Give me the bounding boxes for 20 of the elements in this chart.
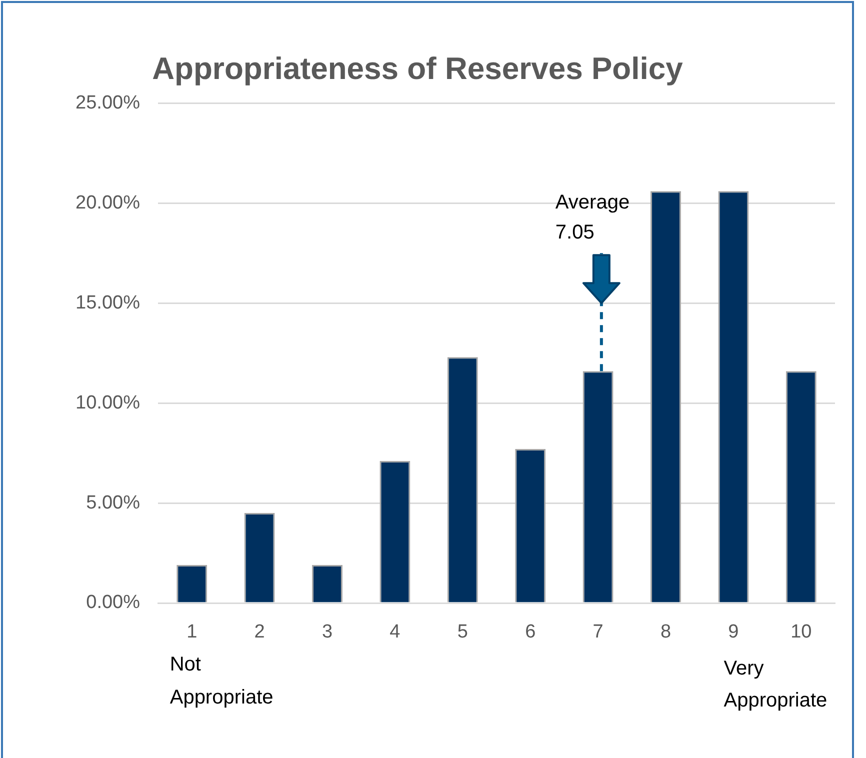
y-tick-label: 0.00%	[86, 592, 140, 614]
x-tick-label: 3	[322, 622, 333, 643]
text: Not Appropriate	[170, 654, 274, 709]
y-tick-label: 15.00%	[76, 292, 140, 314]
text: Very Appropriate	[724, 658, 828, 712]
x-tick-label: 10	[790, 622, 812, 643]
x-tick-label: 2	[254, 622, 265, 643]
x-tick-label: 1	[186, 622, 198, 643]
x-tick-label: 9	[728, 622, 739, 643]
x-tick-label: 4	[390, 622, 401, 643]
y-tick-label: 5.00%	[86, 492, 140, 514]
y-tick-label: 10.00%	[76, 392, 140, 414]
x-tick-label: 7	[592, 622, 604, 643]
x-tick-label: 8	[660, 622, 672, 643]
x-tick-label: 5	[457, 622, 468, 643]
y-tick-label: 25.00%	[76, 92, 140, 114]
x-tick-label: 6	[525, 622, 536, 643]
chart-title: Appropriateness of Reserves Policy	[152, 51, 684, 86]
y-tick-label: 20.00%	[76, 192, 140, 214]
ref-line-label: Average 7.05	[555, 192, 630, 244]
